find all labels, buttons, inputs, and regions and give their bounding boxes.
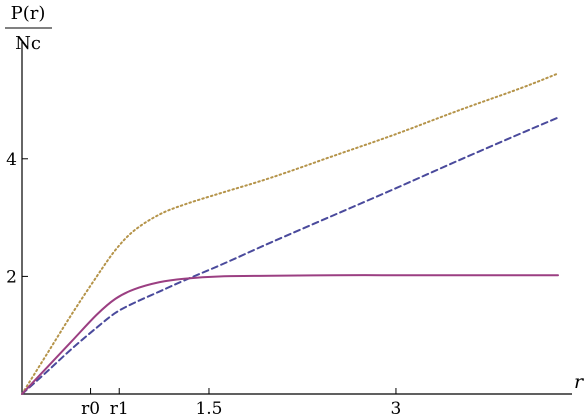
y-tick-label: 2 bbox=[6, 267, 17, 287]
x-tick-label: r1 bbox=[110, 399, 129, 419]
y-axis-label-numerator: P(r) bbox=[11, 3, 46, 24]
y-axis-label-denominator: Nc bbox=[15, 33, 41, 54]
series-group bbox=[21, 72, 559, 395]
x-axis-label: r bbox=[574, 371, 585, 393]
y-axis-label: P(r) Nc bbox=[5, 3, 52, 54]
y-tick-label: 4 bbox=[6, 150, 17, 170]
tick-group: r0 r1 1.5 3 2 4 bbox=[6, 150, 401, 419]
x-tick-label: r0 bbox=[81, 399, 100, 419]
series-line-dashed bbox=[21, 116, 559, 395]
x-tick-label: 1.5 bbox=[195, 399, 222, 419]
x-tick-label: 3 bbox=[391, 399, 402, 419]
series-line-solid bbox=[21, 274, 559, 395]
series-line-dotted bbox=[21, 72, 559, 395]
